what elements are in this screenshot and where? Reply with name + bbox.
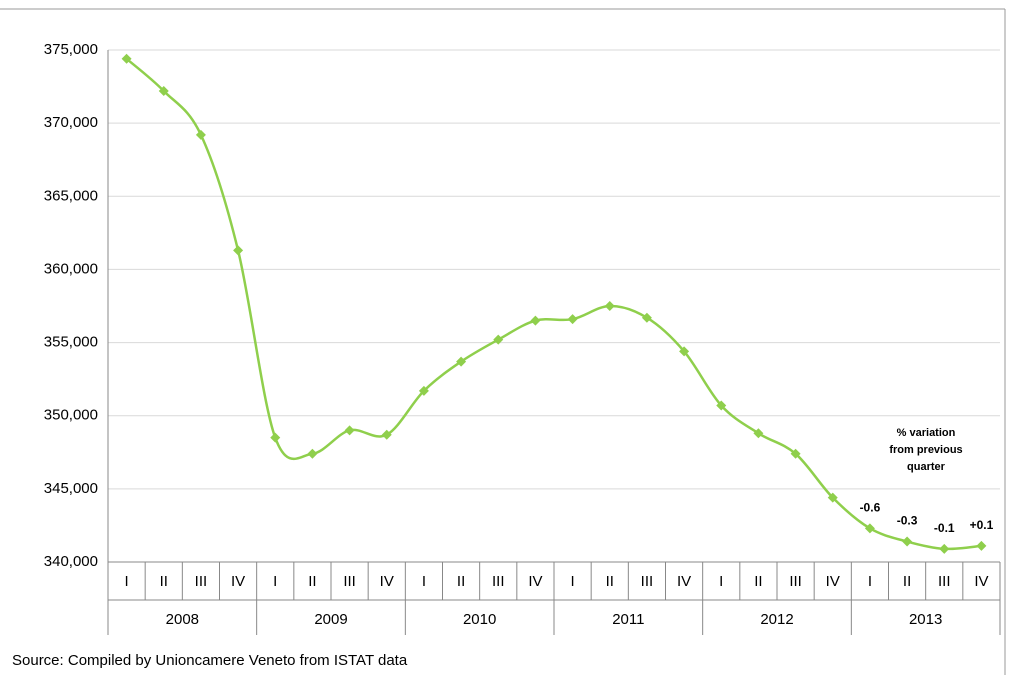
x-tick-label: III [938, 573, 951, 590]
point-marker [381, 429, 392, 440]
group-label: 2012 [760, 611, 793, 628]
point-label: -0.3 [897, 514, 918, 528]
group-label: 2011 [612, 611, 644, 628]
x-tick-label: IV [231, 573, 245, 590]
y-tick-label: 340,000 [44, 553, 98, 570]
point-marker [233, 245, 244, 256]
point-label: -0.6 [860, 501, 881, 515]
annotation: from previous [889, 444, 962, 456]
y-tick-label: 375,000 [44, 41, 98, 58]
point-marker [604, 301, 615, 311]
point-marker [716, 400, 727, 411]
point-marker [567, 314, 578, 325]
point-marker [976, 540, 987, 551]
point-marker [530, 315, 541, 326]
x-tick-label: II [308, 573, 316, 590]
source: Source: Compiled by Unioncamere Veneto f… [12, 652, 408, 669]
x-tick-label: I [422, 573, 426, 590]
x-tick-label: III [343, 573, 356, 590]
point-marker [493, 334, 504, 345]
x-tick-label: I [868, 573, 872, 590]
x-tick-label: I [124, 573, 128, 590]
point-marker [195, 129, 206, 140]
y-tick-label: 360,000 [44, 260, 98, 277]
y-tick-label: 350,000 [44, 407, 98, 424]
x-tick-label: III [195, 573, 208, 590]
x-tick-label: I [570, 573, 574, 590]
point-marker [121, 53, 132, 64]
y-tick-label: 370,000 [44, 114, 98, 131]
x-tick-label: I [719, 573, 723, 590]
point-marker [158, 85, 169, 96]
point-marker [827, 492, 838, 503]
group-label: 2009 [314, 611, 347, 628]
x-tick-label: IV [974, 573, 988, 590]
point-marker [307, 448, 318, 459]
point-marker [753, 428, 764, 439]
point-marker [418, 385, 429, 396]
x-tick-label: III [492, 573, 505, 590]
x-tick-label: II [457, 573, 465, 590]
x-tick-label: II [754, 573, 762, 590]
point-label: -0.1 [934, 521, 955, 535]
y-tick-label: 355,000 [44, 334, 98, 351]
point-marker [790, 448, 801, 459]
x-tick-label: I [273, 573, 277, 590]
x-tick-label: IV [528, 573, 542, 590]
point-marker [456, 356, 467, 367]
point-marker [864, 523, 875, 534]
x-tick-label: II [160, 573, 168, 590]
x-tick-label: IV [380, 573, 394, 590]
x-tick-label: IV [677, 573, 691, 590]
point-marker [679, 346, 690, 357]
point-marker [344, 425, 355, 436]
x-tick-label: II [606, 573, 614, 590]
group-label: 2008 [166, 611, 199, 628]
annotation: quarter [907, 461, 946, 473]
x-tick-label: II [903, 573, 911, 590]
y-tick-label: 365,000 [44, 187, 98, 204]
y-tick-label: 345,000 [44, 480, 98, 497]
point-marker [902, 536, 913, 547]
x-tick-label: III [789, 573, 802, 590]
group-label: 2010 [463, 611, 496, 628]
point-label: +0.1 [970, 518, 994, 532]
point-marker [641, 312, 652, 323]
series-line [125, 57, 982, 551]
point-marker [939, 543, 950, 554]
annotation: % variation [897, 427, 956, 439]
point-marker [270, 432, 281, 443]
group-label: 2013 [909, 611, 942, 628]
x-tick-label: III [641, 573, 654, 590]
x-tick-label: IV [826, 573, 840, 590]
